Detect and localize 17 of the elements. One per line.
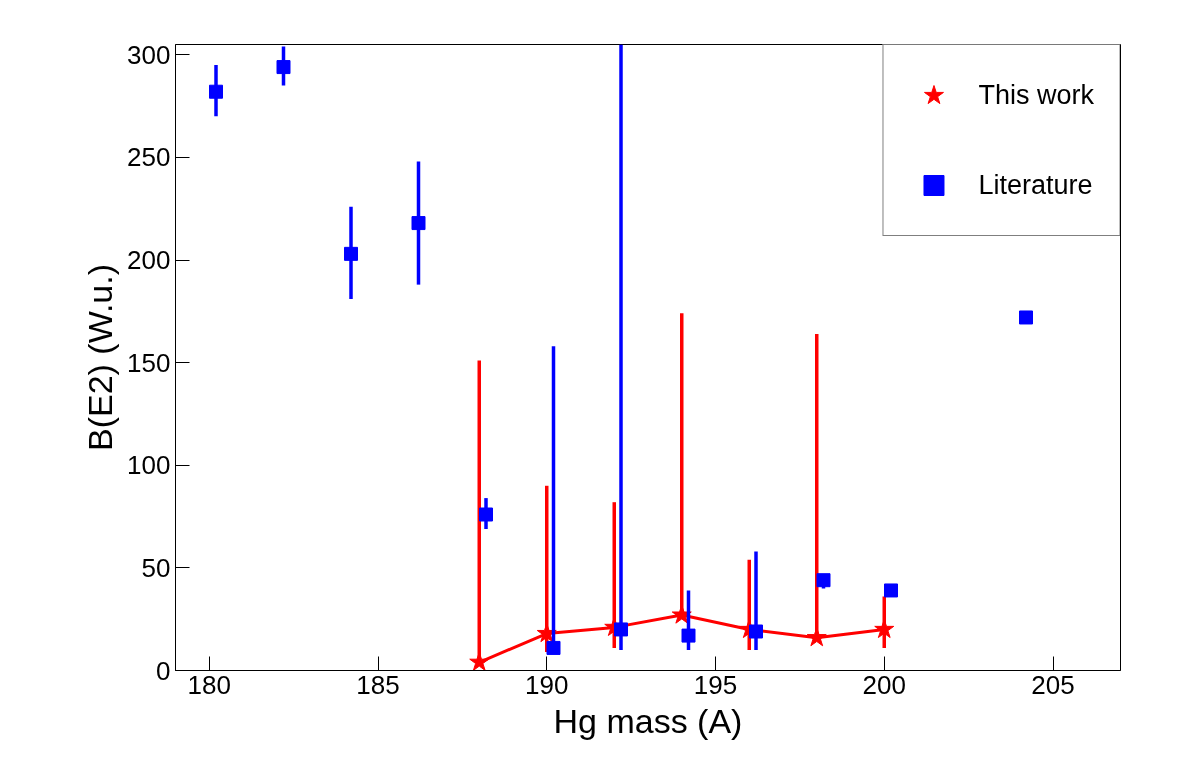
y-tick-label: 250 xyxy=(127,142,171,173)
y-axis-title: B(E2) (W.u.) xyxy=(81,263,120,452)
y-tick-label: 0 xyxy=(156,655,171,686)
x-tick-label: 205 xyxy=(1031,669,1075,700)
x-tick-label: 195 xyxy=(693,669,738,700)
x-tick-label: 180 xyxy=(187,669,231,700)
y-tick-label: 50 xyxy=(141,552,171,583)
legend-label: Literature xyxy=(978,169,1093,201)
legend-label: This work xyxy=(978,79,1094,111)
x-tick-label: 185 xyxy=(356,669,400,700)
y-tick-label: 100 xyxy=(127,450,171,481)
x-tick-label: 200 xyxy=(862,669,906,700)
y-tick-label: 150 xyxy=(127,347,171,378)
y-tick-label: 300 xyxy=(127,39,171,70)
x-tick-label: 190 xyxy=(525,669,569,700)
x-axis-title: Hg mass (A) xyxy=(553,701,743,740)
y-tick-label: 200 xyxy=(127,245,171,276)
